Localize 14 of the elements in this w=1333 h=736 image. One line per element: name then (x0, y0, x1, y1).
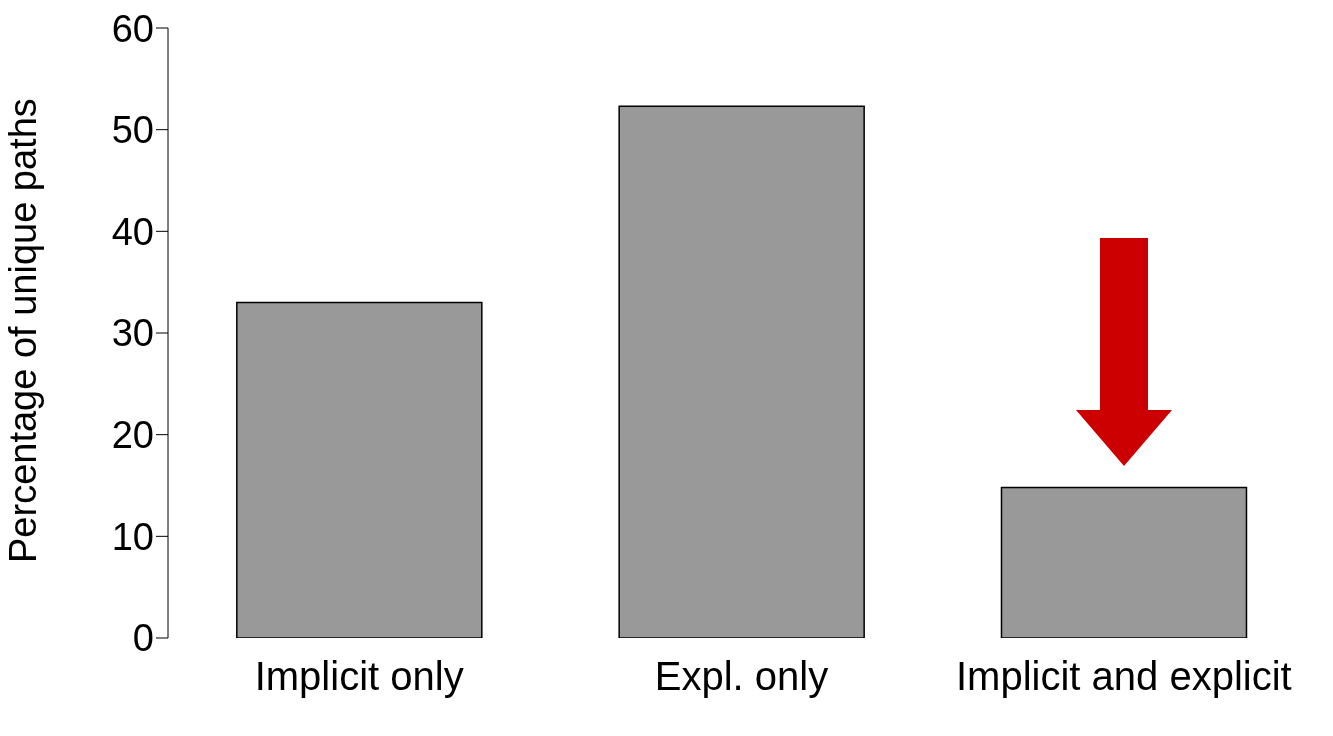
x-tick-label: Implicit and explicit (955, 654, 1292, 699)
x-tick-label: Expl. only (654, 654, 829, 699)
y-tick-label: 20 (111, 414, 154, 457)
bar (618, 105, 865, 638)
y-tick-label: 50 (111, 109, 154, 152)
y-tick-label: 0 (132, 617, 154, 660)
y-axis-title: Percentage of unique paths (2, 98, 45, 563)
y-tick-label: 40 (111, 210, 154, 253)
bar (236, 301, 483, 638)
y-tick-label: 30 (111, 312, 154, 355)
x-tick-label: Implicit only (254, 654, 464, 699)
bar (1000, 486, 1248, 638)
y-tick-label: 10 (111, 515, 154, 558)
y-tick-label: 60 (111, 7, 154, 50)
